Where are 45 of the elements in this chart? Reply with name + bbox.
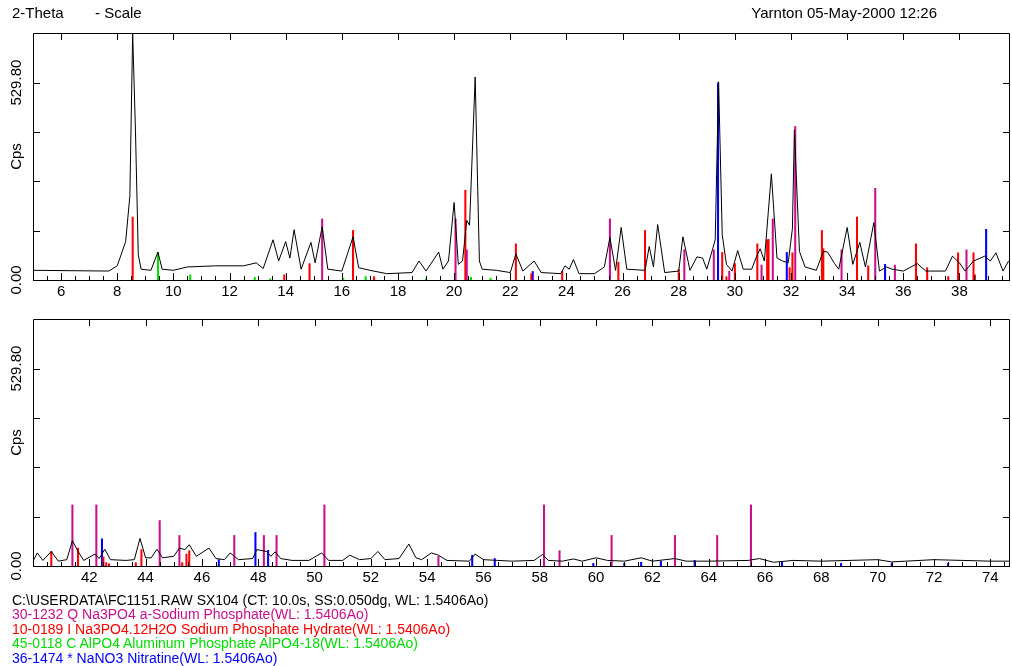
- y-axis-title: Cps: [7, 429, 25, 456]
- y-tick-label: 0.00: [7, 551, 25, 581]
- y-tick-label: 0.00: [7, 265, 25, 295]
- x-tick-label: 10: [165, 282, 182, 300]
- x-tick-label: 66: [756, 568, 774, 586]
- x-tick-label: 24: [558, 282, 575, 300]
- text: C:\USERDATA\FC1151.RAW SX104 (CT: 10.0s, SS:0.050dg, WL: 1.5406Ao): [12, 592, 489, 608]
- x-tick-label: 6: [56, 282, 66, 300]
- x-tick-label: 58: [531, 568, 549, 586]
- x-tick-label: 18: [389, 282, 407, 300]
- x-tick-label: 48: [249, 568, 267, 586]
- x-tick-label: 14: [277, 282, 295, 300]
- chart-subtitle: - Scale: [95, 4, 142, 21]
- x-tick-label: 56: [475, 568, 492, 586]
- x-tick-label: 74: [981, 568, 999, 586]
- x-tick-label: 22: [501, 282, 519, 300]
- x-tick-label: 36: [894, 282, 912, 300]
- x-tick-label: 46: [193, 568, 211, 586]
- x-tick-label: 12: [221, 282, 238, 300]
- text: 36-1474 * NaNO3 Nitratine(WL: 1.5406Ao): [12, 649, 278, 666]
- x-tick-label: 34: [838, 282, 856, 300]
- x-tick-label: 20: [445, 282, 463, 300]
- chart-title: 2-Theta: [12, 4, 64, 21]
- x-tick-label: 68: [813, 568, 830, 586]
- x-tick-label: 70: [869, 568, 887, 586]
- x-tick-label: 42: [80, 568, 98, 586]
- y-axis-title: Cps: [7, 143, 25, 170]
- y-tick-label: 529.80: [7, 59, 25, 106]
- y-tick-label: 529.80: [7, 345, 25, 392]
- x-tick-label: 30: [726, 282, 744, 300]
- x-tick-label: 54: [418, 568, 436, 586]
- x-tick-label: 64: [700, 568, 718, 586]
- x-tick-label: 52: [362, 568, 380, 586]
- x-tick-label: 62: [644, 568, 661, 586]
- x-tick-label: 16: [333, 282, 351, 300]
- text: Yarnton 05-May-2000 12:26: [751, 4, 937, 21]
- x-tick-label: 60: [587, 568, 605, 586]
- x-tick-label: 72: [925, 568, 943, 586]
- x-tick-label: 26: [614, 282, 631, 300]
- x-tick-label: 8: [113, 282, 122, 300]
- x-tick-label: 44: [137, 568, 154, 586]
- x-tick-label: 38: [951, 282, 968, 300]
- x-tick-label: 28: [670, 282, 688, 300]
- x-tick-label: 50: [306, 568, 323, 586]
- x-tick-label: 32: [782, 282, 800, 300]
